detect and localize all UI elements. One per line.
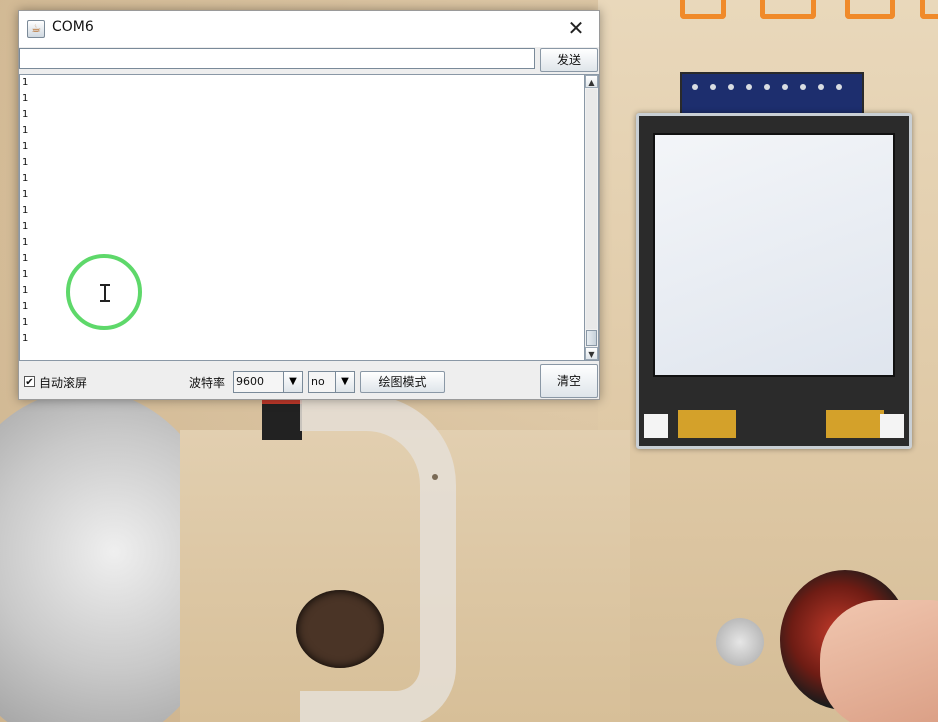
screw	[432, 474, 438, 480]
click-highlight-ring	[66, 254, 142, 330]
output-line: 1	[22, 333, 29, 344]
baud-label: 波特率	[189, 376, 226, 390]
baud-value: 9600	[236, 375, 264, 388]
send-row: 发送	[19, 48, 599, 73]
panel-hole	[296, 590, 384, 668]
scroll-up-icon[interactable]: ▲	[585, 75, 598, 88]
title-bar[interactable]: ☕ COM6 ✕	[19, 11, 599, 47]
send-input[interactable]	[19, 48, 535, 69]
output-line: 1	[22, 253, 29, 264]
chevron-down-icon[interactable]: ▼	[335, 372, 354, 392]
output-line: 1	[22, 237, 29, 248]
output-line: 1	[22, 285, 29, 296]
output-line: 1	[22, 301, 29, 312]
scroll-thumb[interactable]	[586, 330, 597, 346]
serial-monitor-window: ☕ COM6 ✕ 发送 1 1 1 1 1 1 1 1 1 1 1 1 1 1 1 1 1 ▲ ▼ ✔ 自动滚屏…	[18, 10, 600, 400]
java-cup-icon: ☕	[27, 20, 45, 38]
window-title: COM6	[52, 19, 94, 35]
scroll-down-icon[interactable]: ▼	[585, 347, 598, 360]
output-line: 1	[22, 125, 29, 136]
wire	[262, 398, 302, 440]
close-icon[interactable]: ✕	[567, 16, 585, 40]
autoscroll-checkbox[interactable]: ✔	[24, 376, 35, 388]
output-line: 1	[22, 77, 29, 88]
autoscroll-label: 自动滚屏	[39, 376, 88, 390]
output-line: 1	[22, 173, 29, 184]
line-ending-select[interactable]: no ▼	[308, 371, 355, 393]
lcd-screen	[653, 133, 895, 377]
chevron-down-icon[interactable]: ▼	[283, 372, 302, 392]
tube	[300, 395, 456, 722]
send-button[interactable]: 发送	[540, 48, 598, 72]
lcd-header-pins	[680, 72, 864, 120]
output-lines: 1 1 1 1 1 1 1 1 1 1 1 1 1 1 1 1 1	[20, 75, 28, 347]
output-line: 1	[22, 205, 29, 216]
clear-button[interactable]: 清空	[540, 364, 598, 398]
footer-bar: ✔ 自动滚屏 波特率 9600 ▼ no ▼ 绘图模式 清空	[19, 362, 599, 399]
text-cursor-icon	[99, 283, 111, 303]
output-line: 1	[22, 189, 29, 200]
output-line: 1	[22, 221, 29, 232]
output-line: 1	[22, 269, 29, 280]
output-line: 1	[22, 317, 29, 328]
output-line: 1	[22, 157, 29, 168]
scroll-track[interactable]	[586, 89, 597, 329]
plot-mode-button[interactable]: 绘图模式	[360, 371, 445, 393]
logo-fragment	[680, 0, 938, 20]
output-line: 1	[22, 141, 29, 152]
vertical-scrollbar[interactable]: ▲ ▼	[585, 74, 599, 361]
lcd-corner-left	[644, 414, 668, 438]
output-line: 1	[22, 93, 29, 104]
output-line: 1	[22, 109, 29, 120]
lcd-tab-left	[678, 410, 736, 438]
bolt	[716, 618, 764, 666]
lcd-corner-right	[880, 414, 904, 438]
finger	[820, 600, 938, 722]
baud-select[interactable]: 9600 ▼	[233, 371, 303, 393]
lcd-tab-right	[826, 410, 884, 438]
line-ending-value: no	[311, 375, 325, 388]
